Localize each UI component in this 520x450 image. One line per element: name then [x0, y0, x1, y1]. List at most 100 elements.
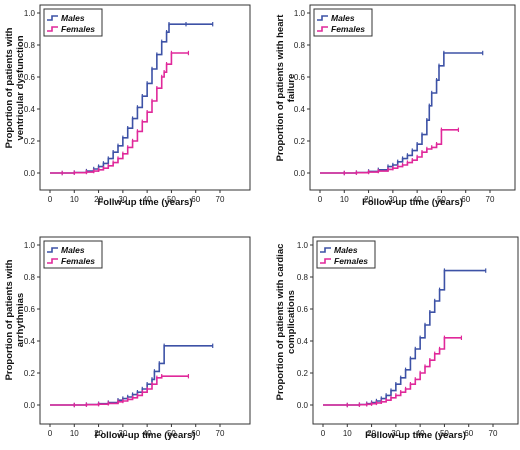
chart-panel: 0 10 20 30 40 50 60 70 0.0 0.2 0.4 0.6 0.8 1.0 Follw-u… — [4, 4, 251, 208]
x-axis-label: Follow-up time (years) — [365, 430, 466, 441]
x-tick-label: 70 — [216, 429, 225, 438]
series-line-females — [50, 52, 189, 174]
chart-panel: 0 10 20 30 40 50 60 70 0.0 0.2 0.4 0.6 0.8 1.0 Follow-… — [275, 4, 516, 208]
x-tick-label: 10 — [70, 429, 79, 438]
plot-frame — [312, 236, 519, 425]
x-axis-label: Follow-up time (years) — [362, 197, 463, 208]
legend-label: Females — [61, 24, 95, 34]
y-tick-label: 0.6 — [294, 73, 306, 82]
x-tick-label: 10 — [343, 429, 352, 438]
y-axis-label: Proportion of patients withventricular d… — [4, 27, 26, 148]
legend-swatch — [320, 258, 331, 264]
legend-box — [43, 240, 103, 269]
legend-box — [316, 240, 376, 269]
x-tick-label: 20 — [94, 429, 103, 438]
x-tick-label: 40 — [413, 195, 422, 204]
y-tick-label: 0.2 — [297, 369, 309, 378]
y-tick-label: 0.8 — [24, 273, 36, 282]
y-axis-label: Proportion of patients with cardiaccompl… — [275, 244, 297, 401]
y-tick-label: 0.2 — [294, 137, 306, 146]
y-axis-label-line: Proportion of patients with heart — [275, 14, 286, 162]
x-tick-label: 20 — [367, 429, 376, 438]
y-tick-label: 1.0 — [24, 9, 36, 18]
legend-swatch — [317, 15, 328, 21]
y-tick-label: 0.0 — [24, 169, 36, 178]
x-tick-label: 30 — [118, 195, 127, 204]
x-tick-label: 50 — [167, 195, 176, 204]
y-tick-label: 1.0 — [24, 241, 36, 250]
x-tick-label: 30 — [118, 429, 127, 438]
x-tick-label: 50 — [437, 195, 446, 204]
y-tick-label: 0.0 — [294, 169, 306, 178]
x-tick-label: 40 — [143, 195, 152, 204]
x-tick-label: 60 — [461, 195, 470, 204]
y-tick-label: 0.6 — [24, 305, 36, 314]
x-tick-label: 60 — [191, 429, 200, 438]
x-tick-label: 0 — [48, 195, 53, 204]
chart-panel: 0 10 20 30 40 50 60 70 0.0 0.2 0.4 0.6 0.8 1.0 Follow-… — [275, 236, 519, 441]
x-tick-label: 0 — [318, 195, 323, 204]
x-tick-label: 70 — [216, 195, 225, 204]
y-tick-label: 0.2 — [24, 369, 36, 378]
legend-swatch — [317, 26, 328, 32]
y-tick-label: 0.6 — [297, 305, 309, 314]
legend-swatch — [47, 247, 58, 253]
plot-frame — [39, 4, 251, 191]
legend-label: Males — [331, 13, 355, 23]
y-tick-label: 0.8 — [24, 41, 36, 50]
legend-label: Males — [61, 245, 85, 255]
legend-label: Females — [334, 256, 368, 266]
legend-swatch — [47, 258, 58, 264]
legend-swatch — [320, 247, 331, 253]
x-tick-label: 70 — [486, 195, 495, 204]
y-tick-label: 0.8 — [297, 273, 309, 282]
y-axis-label-line: arrhythmias — [15, 293, 26, 347]
x-tick-label: 50 — [167, 429, 176, 438]
y-axis-label-line: Proportion of patients with — [4, 27, 15, 148]
y-axis-label-line: Proportion of patients with cardiac — [275, 244, 286, 401]
y-tick-label: 0.4 — [297, 337, 309, 346]
plot-frame — [309, 4, 516, 191]
plot-frame — [39, 236, 251, 425]
y-tick-label: 0.4 — [24, 105, 36, 114]
y-tick-label: 1.0 — [297, 241, 309, 250]
legend-label: Males — [334, 245, 358, 255]
legend-label: Males — [61, 13, 85, 23]
legend-swatch — [47, 26, 58, 32]
y-tick-label: 1.0 — [294, 9, 306, 18]
x-tick-label: 30 — [391, 429, 400, 438]
y-tick-label: 0.0 — [24, 401, 36, 410]
x-tick-label: 60 — [464, 429, 473, 438]
x-tick-label: 20 — [94, 195, 103, 204]
x-tick-label: 40 — [416, 429, 425, 438]
y-axis-label-line: Proportion of patients with — [4, 259, 15, 380]
y-axis-label-line: ventricular dysfunction — [15, 35, 26, 140]
series-line-females — [323, 337, 462, 406]
y-tick-label: 0.4 — [294, 105, 306, 114]
x-tick-label: 70 — [489, 429, 498, 438]
x-tick-label: 50 — [440, 429, 449, 438]
x-tick-label: 30 — [388, 195, 397, 204]
y-axis-label-line: failure — [286, 74, 297, 103]
x-tick-label: 10 — [70, 195, 79, 204]
y-tick-label: 0.6 — [24, 73, 36, 82]
series-line-males — [50, 23, 213, 174]
x-axis-label: Follow-up time (years) — [95, 430, 196, 441]
x-axis-label: Follw-up time (years) — [97, 197, 192, 208]
legend-swatch — [47, 15, 58, 21]
y-tick-label: 0.0 — [297, 401, 309, 410]
series-line-males — [320, 52, 483, 174]
x-tick-label: 40 — [143, 429, 152, 438]
x-tick-label: 0 — [48, 429, 53, 438]
x-tick-label: 0 — [321, 429, 326, 438]
y-tick-label: 0.8 — [294, 41, 306, 50]
chart-panel: 0 10 20 30 40 50 60 70 0.0 0.2 0.4 0.6 0.8 1.0 Follow-… — [4, 236, 251, 441]
legend-label: Females — [331, 24, 365, 34]
x-tick-label: 20 — [364, 195, 373, 204]
x-tick-label: 60 — [191, 195, 200, 204]
legend-label: Females — [61, 256, 95, 266]
